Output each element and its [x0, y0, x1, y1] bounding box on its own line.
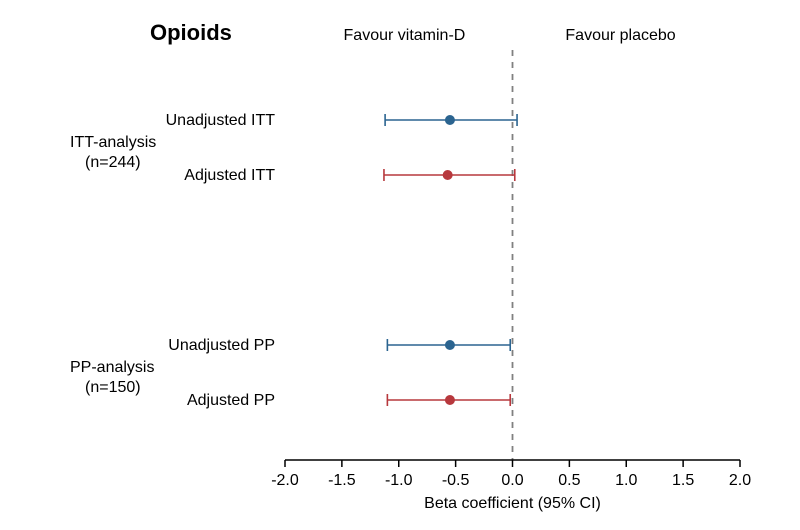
- row-label: Unadjusted ITT: [166, 112, 276, 129]
- point-marker: [443, 170, 453, 180]
- x-tick-label: -2.0: [271, 472, 299, 489]
- x-tick-label: 0.5: [558, 472, 580, 489]
- x-tick-label: -1.0: [385, 472, 413, 489]
- x-tick-label: 1.0: [615, 472, 637, 489]
- favour-left-label: Favour vitamin-D: [344, 27, 466, 44]
- x-axis-label: Beta coefficient (95% CI): [424, 495, 601, 512]
- x-tick-label: 0.0: [501, 472, 523, 489]
- point-marker: [445, 340, 455, 350]
- point-marker: [445, 395, 455, 405]
- row-label: Adjusted ITT: [184, 167, 275, 184]
- row-label: Adjusted PP: [187, 392, 275, 409]
- x-tick-label: 2.0: [729, 472, 751, 489]
- row-label: Unadjusted PP: [168, 337, 275, 354]
- x-tick-label: -1.5: [328, 472, 356, 489]
- chart-title: Opioids: [150, 20, 232, 45]
- group-n-label: (n=244): [85, 154, 141, 171]
- group-label: PP-analysis: [70, 359, 154, 376]
- x-tick-label: 1.5: [672, 472, 694, 489]
- favour-right-label: Favour placebo: [565, 27, 675, 44]
- point-marker: [445, 115, 455, 125]
- group-label: ITT-analysis: [70, 134, 156, 151]
- group-n-label: (n=150): [85, 379, 141, 396]
- forest-plot: Opioids Favour vitamin-D Favour placebo -2.…: [0, 0, 800, 530]
- x-tick-label: -0.5: [442, 472, 470, 489]
